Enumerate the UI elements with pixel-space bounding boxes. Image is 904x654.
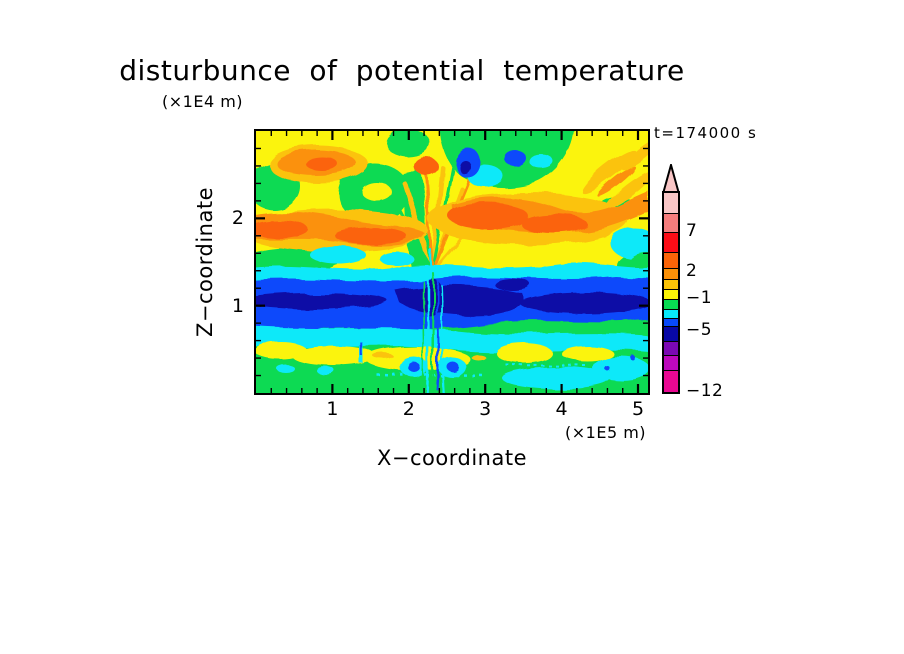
colorbar-segment bbox=[664, 319, 678, 326]
y-axis-label: Z−coordinate bbox=[193, 187, 217, 337]
colorbar-segment bbox=[664, 300, 678, 309]
colorbar-tick-label: 2 bbox=[686, 261, 698, 281]
time-annotation: t=174000 s bbox=[654, 124, 758, 142]
x-tick-label: 1 bbox=[326, 398, 339, 420]
z-tick-label: 1 bbox=[231, 294, 244, 317]
page-title: disturbunce of potential temperature bbox=[119, 54, 685, 87]
colorbar-arrow-icon bbox=[662, 164, 680, 193]
axis-ticks bbox=[256, 131, 648, 393]
colorbar-segment bbox=[664, 193, 678, 213]
colorbar-segment bbox=[664, 269, 678, 279]
z-tick-label: 2 bbox=[231, 207, 244, 230]
colorbar-segment bbox=[664, 371, 678, 392]
colorbar-tick-label: −1 bbox=[686, 288, 713, 308]
x-axis-label: X−coordinate bbox=[377, 446, 527, 470]
x-tick-label: 2 bbox=[402, 398, 415, 420]
colorbar-tick-label: 7 bbox=[686, 221, 698, 241]
colorbar-segment bbox=[664, 356, 678, 370]
colorbar-segment bbox=[664, 327, 678, 341]
x-tick-label: 3 bbox=[479, 398, 492, 420]
contour-field bbox=[256, 131, 648, 393]
colorbar-segment bbox=[664, 214, 678, 232]
colorbar-segment bbox=[664, 253, 678, 268]
y-axis-unit: (×1E4 m) bbox=[162, 92, 244, 111]
colorbar-segment bbox=[664, 233, 678, 252]
colorbar-segment bbox=[664, 280, 678, 289]
colorbar-tick-label: −5 bbox=[686, 320, 713, 340]
colorbar-segment bbox=[664, 342, 678, 355]
colorbar-tick-label: −12 bbox=[686, 381, 724, 401]
x-tick-label: 4 bbox=[555, 398, 568, 420]
colorbar-segment bbox=[664, 310, 678, 318]
colorbar-segment bbox=[664, 290, 678, 299]
x-axis-unit: (×1E5 m) bbox=[565, 423, 647, 442]
x-tick-label: 5 bbox=[631, 398, 645, 420]
colorbar bbox=[662, 191, 680, 394]
